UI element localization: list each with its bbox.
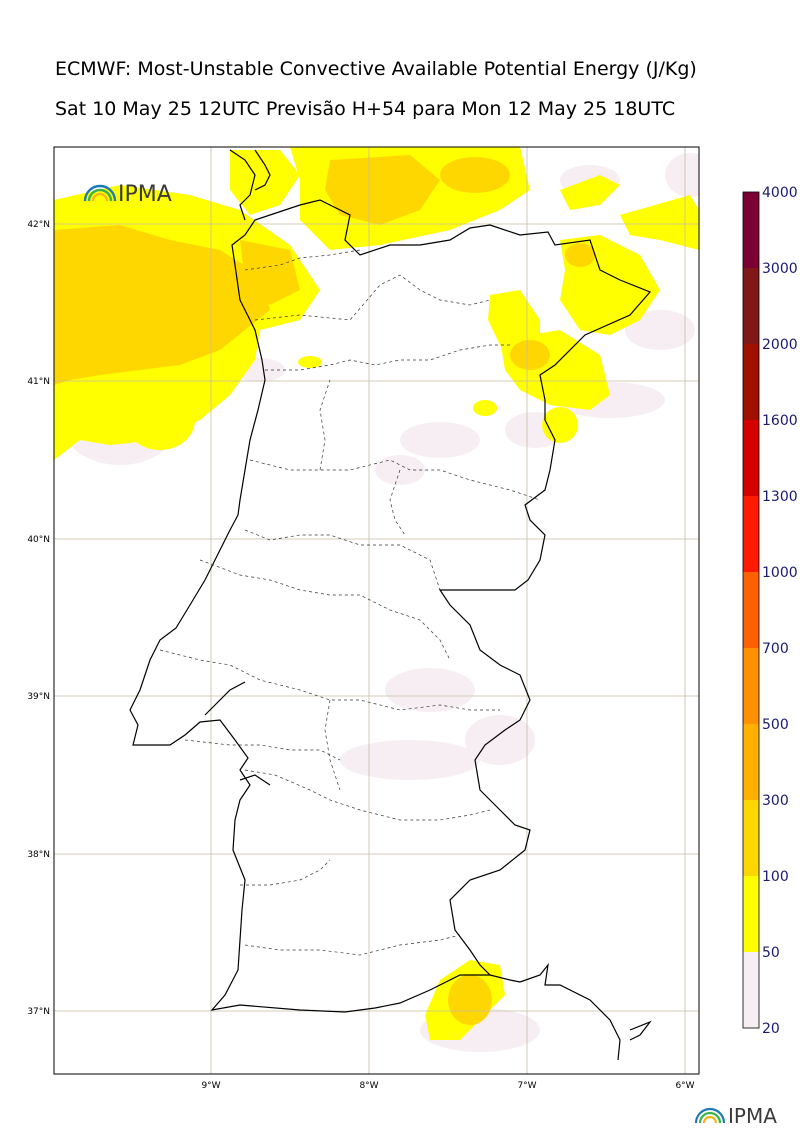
colorbar-segment bbox=[743, 800, 759, 876]
chart-title: ECMWF: Most-Unstable Convective Availabl… bbox=[55, 58, 697, 80]
colorbar: 20 50 100 300 500 700 1000 1300 1600 2000 3000 4000 bbox=[742, 185, 798, 1037]
colorbar-tick-label: 20 bbox=[762, 1021, 780, 1037]
lat-label: 40°N bbox=[27, 535, 50, 545]
ipma-logo-map: IPMA bbox=[83, 182, 172, 207]
lon-label: 9°W bbox=[201, 1081, 220, 1091]
colorbar-segment bbox=[743, 572, 759, 648]
rainbow-icon bbox=[694, 1107, 726, 1124]
chart-subtitle: Sat 10 May 25 12UTC Previsão H+54 para M… bbox=[55, 98, 676, 120]
rainbow-icon bbox=[83, 184, 117, 202]
ipma-logo-footer: IPMA bbox=[694, 1104, 777, 1128]
colorbar-tick-label: 300 bbox=[762, 793, 789, 809]
colorbar-tick-label: 2000 bbox=[762, 337, 798, 353]
colorbar-tick-label: 50 bbox=[762, 945, 780, 961]
lat-label: 42°N bbox=[27, 220, 50, 230]
colorbar-segment bbox=[743, 952, 759, 1028]
lat-labels: 42°N 41°N 40°N 39°N 38°N 37°N bbox=[27, 220, 50, 1017]
colorbar-segment bbox=[743, 420, 759, 496]
lon-label: 8°W bbox=[359, 1081, 378, 1091]
lon-label: 6°W bbox=[675, 1081, 694, 1091]
graticule bbox=[54, 147, 699, 1074]
colorbar-tick-label: 500 bbox=[762, 717, 789, 733]
colorbar-tick-label: 100 bbox=[762, 869, 789, 885]
colorbar-segment bbox=[743, 724, 759, 800]
district-borders bbox=[159, 249, 541, 956]
lat-label: 39°N bbox=[27, 692, 50, 702]
ipma-logo-text: IPMA bbox=[728, 1104, 777, 1128]
colorbar-segment bbox=[743, 268, 759, 344]
colorbar-frame bbox=[742, 191, 760, 1029]
colorbar-segment bbox=[743, 496, 759, 572]
colorbar-segment bbox=[743, 876, 759, 952]
coastline-borders bbox=[129, 149, 652, 1061]
colorbar-segment bbox=[743, 648, 759, 724]
lat-label: 37°N bbox=[27, 1007, 50, 1017]
ipma-logo-text: IPMA bbox=[118, 182, 172, 207]
colorbar-segment bbox=[743, 344, 759, 420]
map-frame bbox=[53, 146, 700, 1075]
lon-label: 7°W bbox=[517, 1081, 536, 1091]
colorbar-segment bbox=[743, 192, 759, 268]
lat-label: 41°N bbox=[27, 377, 50, 387]
colorbar-tick-label: 1300 bbox=[762, 489, 798, 505]
colorbar-tick-label: 1600 bbox=[762, 413, 798, 429]
lon-labels: 9°W 8°W 7°W 6°W bbox=[201, 1081, 694, 1091]
colorbar-tick-label: 700 bbox=[762, 641, 789, 657]
colorbar-tick-label: 4000 bbox=[762, 185, 798, 201]
lat-label: 38°N bbox=[27, 850, 50, 860]
cape-100-300-patches bbox=[54, 155, 595, 1025]
colorbar-tick-label: 3000 bbox=[762, 261, 798, 277]
colorbar-tick-label: 1000 bbox=[762, 565, 798, 581]
